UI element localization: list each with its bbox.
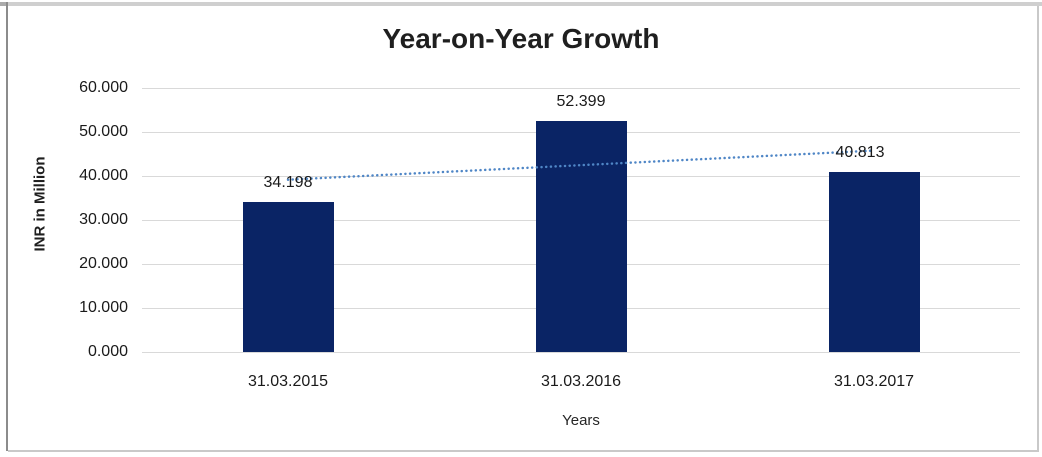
y-tick-label: 20.000 [79,255,128,272]
x-tick-label: 31.03.2017 [833,373,915,390]
x-axis-title: Years [562,412,600,429]
y-tick-label: 30.000 [79,211,128,228]
frame-border-bottom [8,450,1037,452]
y-tick-label: 10.000 [79,299,128,316]
bar-value-label: 40.813 [835,144,885,161]
x-tick-label: 31.03.2016 [540,373,622,390]
bar [242,202,334,352]
frame-border-top-corner [0,2,8,6]
gridline [142,88,1020,89]
gridline [142,352,1020,353]
x-tick-label: 31.03.2015 [247,373,329,390]
y-tick-label: 50.000 [79,123,128,140]
bar [828,172,920,352]
bar [535,121,627,352]
chart-title: Year-on-Year Growth [382,23,660,54]
y-tick-label: 60.000 [79,79,128,96]
bar-value-label: 52.399 [556,93,606,110]
bar-value-label: 34.198 [263,174,313,191]
y-tick-label: 40.000 [79,167,128,184]
plot-area: 34.198 52.399 40.813 [142,88,1020,353]
frame-border-left [6,2,8,451]
frame-border-right [1037,6,1039,452]
frame-border-top [8,2,1042,6]
y-tick-label: 0.000 [87,343,128,360]
